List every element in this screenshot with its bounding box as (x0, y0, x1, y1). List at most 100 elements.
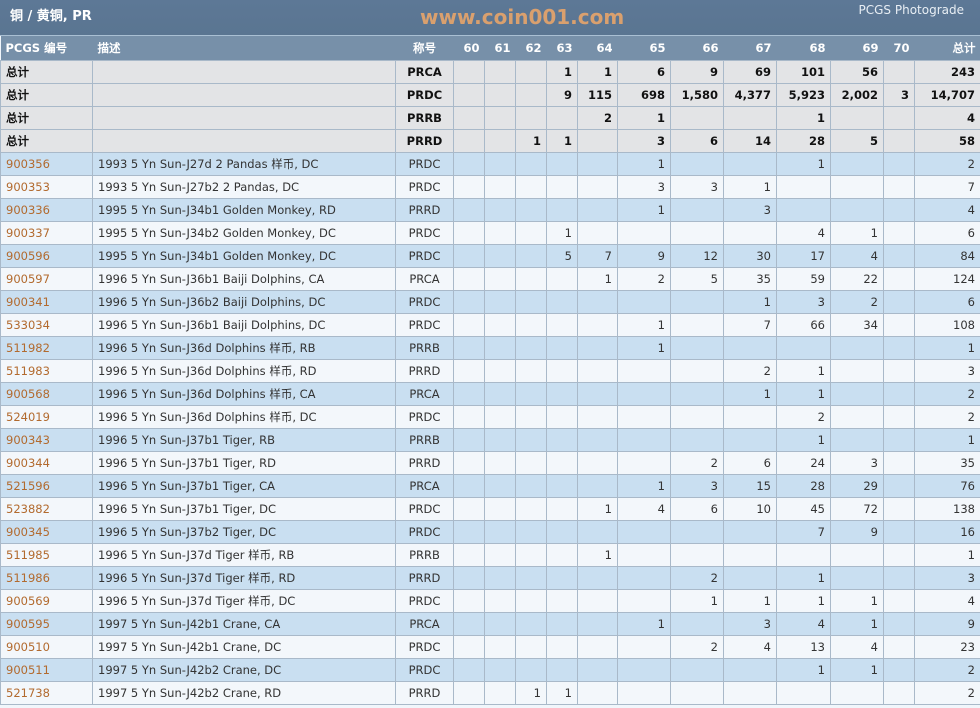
column-header[interactable]: 69 (830, 36, 884, 61)
designation-cell: PRRD (395, 198, 454, 222)
pcgs-number-link[interactable]: 900569 (0, 589, 93, 613)
count-cell: 84 (914, 244, 980, 268)
pcgs-number-link[interactable]: 900510 (0, 635, 93, 659)
pcgs-number-link[interactable]: 900353 (0, 175, 93, 199)
count-cell: 1 (546, 681, 578, 705)
pcgs-number-link[interactable]: 900344 (0, 451, 93, 475)
count-cell (515, 451, 547, 475)
count-cell (484, 244, 516, 268)
count-cell: 7 (723, 313, 777, 337)
count-cell: 1 (723, 382, 777, 406)
column-header[interactable]: 62 (515, 36, 547, 61)
pcgs-number-link[interactable]: 524019 (0, 405, 93, 429)
table-row: 900336 1995 5 Yn Sun-J34b1 Golden Monkey,… (0, 198, 980, 222)
count-cell: 7 (914, 175, 980, 199)
column-header[interactable]: 66 (670, 36, 724, 61)
pcgs-number-link[interactable]: 521596 (0, 474, 93, 498)
count-cell: 4 (776, 221, 831, 245)
pcgs-number-link[interactable]: 533034 (0, 313, 93, 337)
count-cell: 1 (830, 658, 884, 682)
table-row: 900345 1996 5 Yn Sun-J37b2 Tiger, DC PRDC 7… (0, 520, 980, 544)
count-cell: 2 (577, 106, 618, 130)
designation-cell: PRRB (395, 428, 454, 452)
column-header[interactable]: PCGS 编号 (0, 36, 93, 61)
column-header[interactable]: 64 (577, 36, 618, 61)
count-cell: 2 (670, 566, 724, 590)
count-cell: 56 (830, 60, 884, 84)
pcgs-number-link[interactable]: 511982 (0, 336, 93, 360)
count-cell (883, 428, 915, 452)
count-cell (776, 175, 831, 199)
pcgs-number-link[interactable]: 900356 (0, 152, 93, 176)
count-cell (484, 428, 516, 452)
count-cell (617, 221, 671, 245)
pcgs-number-link[interactable]: 900595 (0, 612, 93, 636)
pcgs-number-link[interactable]: 523882 (0, 497, 93, 521)
count-cell (723, 152, 777, 176)
column-header[interactable]: 70 (883, 36, 915, 61)
count-cell: 5 (670, 267, 724, 291)
designation-cell: PRRD (395, 681, 454, 705)
count-cell (883, 244, 915, 268)
count-cell: 2 (723, 359, 777, 383)
count-cell (515, 221, 547, 245)
pcgs-number-link[interactable]: 900336 (0, 198, 93, 222)
count-cell: 124 (914, 267, 980, 291)
brand-label[interactable]: PCGS Photograde (858, 3, 964, 17)
pcgs-number-link[interactable]: 900597 (0, 267, 93, 291)
count-cell: 2 (914, 152, 980, 176)
count-cell (830, 405, 884, 429)
count-cell (546, 520, 578, 544)
count-cell (484, 566, 516, 590)
count-cell: 1 (776, 566, 831, 590)
count-cell: 30 (723, 244, 777, 268)
count-cell (670, 612, 724, 636)
pcgs-number-link[interactable]: 511983 (0, 359, 93, 383)
count-cell: 34 (830, 313, 884, 337)
pcgs-number-link[interactable]: 900511 (0, 658, 93, 682)
count-cell (723, 336, 777, 360)
count-cell: 22 (830, 267, 884, 291)
count-cell (617, 543, 671, 567)
count-cell (515, 635, 547, 659)
column-header[interactable]: 描述 (92, 36, 396, 61)
count-cell (577, 589, 618, 613)
description-cell (92, 106, 396, 130)
count-cell: 总计 (0, 60, 93, 84)
pcgs-number-link[interactable]: 900568 (0, 382, 93, 406)
pcgs-number-link[interactable]: 900345 (0, 520, 93, 544)
count-cell (453, 313, 485, 337)
column-header[interactable]: 68 (776, 36, 831, 61)
column-header[interactable]: 60 (453, 36, 485, 61)
column-header[interactable]: 67 (723, 36, 777, 61)
pcgs-number-link[interactable]: 900337 (0, 221, 93, 245)
count-cell (515, 612, 547, 636)
column-header[interactable]: 63 (546, 36, 578, 61)
pcgs-number-link[interactable]: 900343 (0, 428, 93, 452)
count-cell (453, 267, 485, 291)
count-cell (723, 106, 777, 130)
count-cell (670, 198, 724, 222)
table-row: 533034 1996 5 Yn Sun-J36b1 Baiji Dolphins… (0, 313, 980, 337)
count-cell (546, 359, 578, 383)
count-cell: 4,377 (723, 83, 777, 107)
count-cell: 58 (914, 129, 980, 153)
pcgs-number-link[interactable]: 900341 (0, 290, 93, 314)
column-header[interactable]: 总计 (914, 36, 980, 61)
count-cell: 4 (830, 244, 884, 268)
column-header[interactable]: 65 (617, 36, 671, 61)
column-header[interactable]: 61 (484, 36, 516, 61)
count-cell (830, 543, 884, 567)
count-cell (577, 612, 618, 636)
count-cell (577, 681, 618, 705)
column-header[interactable]: 称号 (395, 36, 454, 61)
pcgs-number-link[interactable]: 900596 (0, 244, 93, 268)
pcgs-number-link[interactable]: 521738 (0, 681, 93, 705)
table-row: 900356 1993 5 Yn Sun-J27d 2 Pandas 样币, DC… (0, 152, 980, 176)
pcgs-number-link[interactable]: 511985 (0, 543, 93, 567)
count-cell: 1 (776, 589, 831, 613)
count-cell (515, 175, 547, 199)
count-cell (515, 382, 547, 406)
pcgs-number-link[interactable]: 511986 (0, 566, 93, 590)
count-cell (830, 175, 884, 199)
